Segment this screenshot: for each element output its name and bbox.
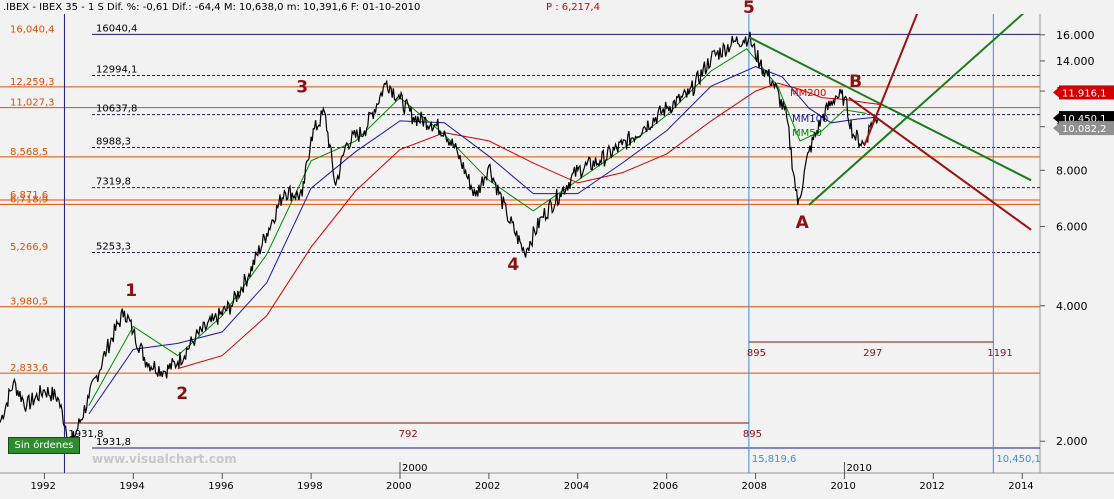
- trend-line-red-steep: [863, 14, 919, 146]
- right-price-tag-arrow: [1053, 123, 1059, 134]
- level-inner-label: 5253,3: [96, 242, 131, 253]
- wave-label-B: B: [849, 72, 862, 92]
- sin-ordenes-button[interactable]: Sin órdenes: [8, 437, 80, 454]
- wave-label-1: 1: [125, 281, 137, 301]
- x-tick-label: 2008: [742, 481, 767, 492]
- right-price-tag-arrow: [1053, 113, 1059, 124]
- y-tick-label: 6.000: [1056, 221, 1088, 234]
- fib-right-start: 895: [747, 348, 766, 359]
- level-left-label: 5,266,9: [10, 242, 48, 253]
- level-inner-label: 1931,8: [96, 437, 131, 448]
- right-price-tag-text: 11.916,1: [1062, 88, 1107, 99]
- year-marker-label: 2010: [846, 463, 871, 474]
- y-tick-label: 16.000: [1056, 29, 1095, 42]
- watermark: www.visualchart.com: [92, 452, 237, 466]
- year-marker-label: 2000: [402, 463, 427, 474]
- level-left-label: 16,040,4: [10, 24, 55, 35]
- right-price-tag: 11.916,1: [1053, 85, 1114, 100]
- level-inner-label: 16040,4: [96, 23, 137, 34]
- x-tick-label: 2000: [386, 481, 411, 492]
- x-tick-label: 2004: [564, 481, 589, 492]
- wave-label-5: 5: [743, 0, 755, 18]
- level-inner-label: 10637,8: [96, 104, 137, 115]
- header-price-label: P : 6,217,4: [546, 2, 600, 13]
- x-tick-label: 2006: [653, 481, 678, 492]
- x-tick-label: 2014: [1008, 481, 1033, 492]
- fib-right-end: 1191: [987, 348, 1012, 359]
- level-left-label: 12,259,3: [10, 77, 55, 88]
- right-price-tag-arrow: [1053, 87, 1059, 98]
- y-tick-label: 14.000: [1056, 55, 1095, 68]
- fib-left-end: 895: [743, 429, 762, 440]
- mm50-label: MM50: [792, 128, 822, 139]
- level-left-label: 11,027,3: [10, 98, 55, 109]
- x-tick-label: 1996: [208, 481, 233, 492]
- vline-label-last: 10,450,1: [996, 454, 1041, 465]
- x-tick-label: 2002: [475, 481, 500, 492]
- mm200-label: MM200: [790, 88, 826, 99]
- fib-start-label: 1931,8: [68, 429, 103, 440]
- mm100-line: [88, 66, 876, 415]
- trend-line-green-channel: [808, 14, 1025, 206]
- trend-line-red-lower: [848, 96, 1032, 231]
- right-price-tag-bg: [1059, 85, 1114, 100]
- wave-label-2: 2: [176, 384, 188, 404]
- right-price-tag: 10.082,2: [1053, 121, 1114, 136]
- right-price-tag-text: 10.450,1: [1062, 114, 1107, 125]
- trend-line-green-upper: [748, 36, 1032, 182]
- level-inner-label: 7319,8: [96, 177, 131, 188]
- level-inner-label: 8988,3: [96, 137, 131, 148]
- wave-label-4: 4: [507, 255, 519, 275]
- right-price-tag-text: 10.082,2: [1062, 124, 1107, 135]
- x-tick-label: 2010: [830, 481, 855, 492]
- level-left-label: 2,833,6: [10, 363, 48, 374]
- price-line: [0, 31, 879, 446]
- level-left-label: 8,568,5: [10, 147, 48, 158]
- x-tick-label: 1998: [297, 481, 322, 492]
- x-tick-label: 2012: [919, 481, 944, 492]
- y-tick-label: 8.000: [1056, 164, 1088, 177]
- x-tick-label: 1992: [30, 481, 55, 492]
- level-left-label: 6,718,9: [10, 194, 48, 205]
- fib-left-count: 792: [399, 429, 418, 440]
- sin-ordenes-label: Sin órdenes: [14, 440, 74, 451]
- header-text: .IBEX - IBEX 35 - 1 S Dif. %: -0,61 Dif.…: [3, 2, 420, 13]
- level-left-label: 6,871,6: [10, 190, 48, 201]
- mm100-label: MM100: [792, 114, 828, 125]
- fib-right-mid: 297: [863, 348, 882, 359]
- right-price-tag-bg: [1059, 121, 1114, 136]
- y-tick-label: 2.000: [1056, 435, 1088, 448]
- y-axis-panel: [1040, 14, 1114, 473]
- wave-label-3: 3: [296, 78, 308, 98]
- level-inner-label: 12994,1: [96, 65, 137, 76]
- y-tick-label: 4.000: [1056, 300, 1088, 313]
- level-left-label: 3,980,5: [10, 297, 48, 308]
- x-tick-label: 1994: [119, 481, 144, 492]
- vline-label-peak: 15,819,6: [752, 454, 797, 465]
- wave-label-A: A: [796, 213, 810, 233]
